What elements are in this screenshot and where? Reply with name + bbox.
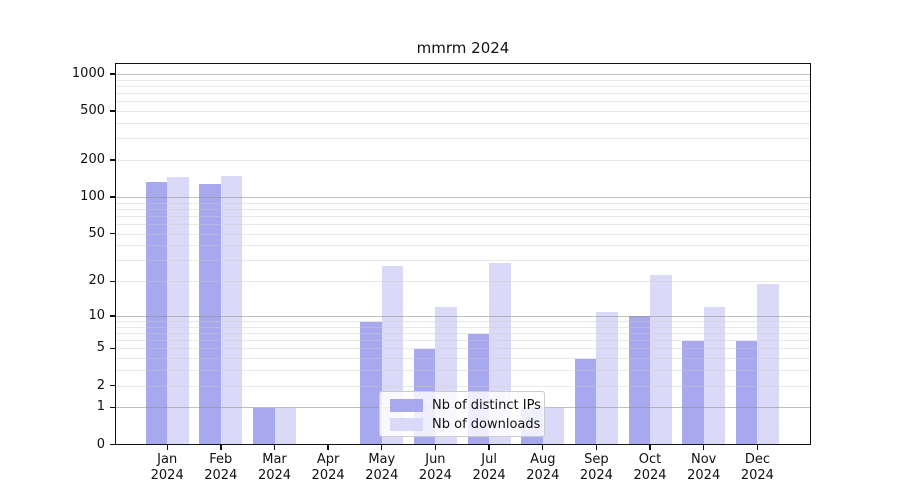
gridline-8 bbox=[115, 326, 811, 328]
legend-swatch-distinct-ips bbox=[390, 399, 423, 412]
y-tick-mark-50 bbox=[110, 232, 115, 235]
gridline-20 bbox=[115, 281, 811, 283]
bar-downloads-jan-2024 bbox=[167, 177, 189, 445]
y-tick-label-0: 0 bbox=[96, 436, 105, 452]
gridline-70 bbox=[115, 215, 811, 217]
x-tick-label-dec: Dec 2024 bbox=[740, 452, 774, 483]
gridline-800 bbox=[115, 85, 811, 87]
y-tick-mark-200 bbox=[110, 159, 115, 161]
gridline-90 bbox=[115, 202, 811, 204]
legend-item-distinct-ips: Nb of distinct IPs bbox=[390, 396, 544, 415]
gridline-600 bbox=[115, 101, 811, 103]
gridline-1000 bbox=[115, 73, 811, 75]
y-tick-label-500: 500 bbox=[80, 103, 105, 119]
y-tick-label-10: 10 bbox=[88, 307, 105, 323]
gridline-4 bbox=[115, 358, 811, 360]
x-tick-label-jun: Jun 2024 bbox=[418, 452, 452, 483]
x-tick-mark-jan bbox=[166, 445, 168, 450]
x-tick-label-apr: Apr 2024 bbox=[311, 452, 345, 483]
bar-distinct-ips-nov-2024 bbox=[682, 340, 704, 445]
x-tick-mark-feb bbox=[220, 445, 222, 450]
x-tick-label-aug: Aug 2024 bbox=[526, 452, 560, 483]
x-tick-label-jul: Jul 2024 bbox=[472, 452, 506, 483]
x-tick-mark-mar bbox=[273, 445, 276, 450]
x-tick-mark-aug bbox=[542, 445, 544, 450]
gridline-200 bbox=[115, 160, 811, 162]
gridline-5 bbox=[115, 348, 811, 350]
plot-area bbox=[115, 63, 811, 445]
y-tick-label-100: 100 bbox=[80, 189, 105, 204]
x-tick-mark-nov bbox=[703, 445, 705, 450]
gridline-9 bbox=[115, 321, 811, 322]
gridline-80 bbox=[115, 208, 811, 210]
y-tick-label-50: 50 bbox=[88, 225, 105, 241]
bar-distinct-ips-may-2024 bbox=[360, 321, 382, 445]
bar-downloads-nov-2024 bbox=[703, 307, 726, 445]
x-tick-mark-may bbox=[381, 445, 383, 450]
y-tick-mark-5 bbox=[110, 347, 115, 350]
gridline-300 bbox=[115, 138, 811, 140]
legend-swatch-downloads bbox=[390, 418, 423, 431]
y-tick-mark-100 bbox=[110, 196, 115, 198]
x-tick-mark-apr bbox=[327, 445, 329, 450]
legend: Nb of distinct IPs Nb of downloads bbox=[379, 391, 545, 437]
gridline-400 bbox=[115, 123, 811, 124]
bar-downloads-mar-2024 bbox=[274, 407, 296, 445]
bar-distinct-ips-jan-2024 bbox=[145, 181, 168, 445]
gridline-40 bbox=[115, 245, 811, 247]
chart-title: mmrm 2024 bbox=[416, 39, 510, 57]
y-tick-mark-20 bbox=[110, 280, 115, 282]
y-tick-mark-500 bbox=[110, 110, 115, 112]
bar-distinct-ips-feb-2024 bbox=[199, 183, 221, 445]
gridline-3 bbox=[115, 370, 811, 372]
x-tick-label-feb: Feb 2024 bbox=[204, 452, 238, 483]
x-tick-label-nov: Nov 2024 bbox=[687, 452, 721, 483]
bar-downloads-oct-2024 bbox=[650, 274, 672, 445]
y-tick-mark-1000 bbox=[110, 73, 115, 75]
y-tick-label-20: 20 bbox=[88, 273, 105, 289]
y-tick-mark-1 bbox=[110, 406, 115, 408]
gridline-10 bbox=[115, 315, 811, 317]
x-tick-mark-jul bbox=[488, 445, 490, 450]
bar-distinct-ips-dec-2024 bbox=[735, 340, 758, 445]
gridline-500 bbox=[115, 111, 811, 113]
gridline-2 bbox=[115, 385, 811, 387]
bar-distinct-ips-mar-2024 bbox=[253, 407, 275, 445]
bar-distinct-ips-sep-2024 bbox=[574, 358, 597, 445]
y-tick-label-2: 2 bbox=[96, 377, 105, 393]
bar-downloads-sep-2024 bbox=[596, 311, 618, 445]
y-tick-mark-2 bbox=[110, 384, 115, 387]
y-tick-label-5: 5 bbox=[96, 340, 105, 356]
gridline-6 bbox=[115, 340, 811, 342]
x-tick-label-mar: Mar 2024 bbox=[257, 452, 292, 483]
gridline-60 bbox=[115, 224, 811, 225]
y-tick-label-1: 1 bbox=[96, 399, 105, 415]
y-tick-mark-0 bbox=[110, 443, 115, 446]
gridline-30 bbox=[115, 260, 811, 262]
x-tick-label-sep: Sep 2024 bbox=[579, 452, 613, 483]
y-tick-label-1000: 1000 bbox=[71, 65, 105, 81]
gridline-50 bbox=[115, 233, 811, 235]
gridline-100 bbox=[115, 197, 811, 198]
x-tick-label-jan: Jan 2024 bbox=[150, 452, 184, 483]
bar-downloads-dec-2024 bbox=[757, 284, 779, 445]
x-tick-mark-sep bbox=[595, 445, 598, 450]
bar-downloads-feb-2024 bbox=[220, 176, 243, 445]
legend-item-downloads: Nb of downloads bbox=[390, 415, 544, 434]
bar-distinct-ips-oct-2024 bbox=[628, 316, 650, 445]
x-tick-mark-jun bbox=[434, 445, 437, 450]
gridline-900 bbox=[115, 79, 811, 81]
legend-label-distinct-ips: Nb of distinct IPs bbox=[432, 398, 541, 413]
y-tick-label-200: 200 bbox=[80, 152, 105, 168]
bar-downloads-aug-2024 bbox=[542, 407, 565, 445]
x-tick-mark-dec bbox=[756, 445, 758, 450]
x-tick-mark-oct bbox=[649, 445, 651, 450]
y-tick-mark-10 bbox=[110, 315, 115, 317]
gridline-7 bbox=[115, 333, 811, 334]
x-tick-label-may: May 2024 bbox=[365, 452, 399, 483]
legend-label-downloads: Nb of downloads bbox=[432, 417, 541, 432]
x-tick-label-oct: Oct 2024 bbox=[633, 452, 667, 483]
gridline-700 bbox=[115, 93, 811, 95]
